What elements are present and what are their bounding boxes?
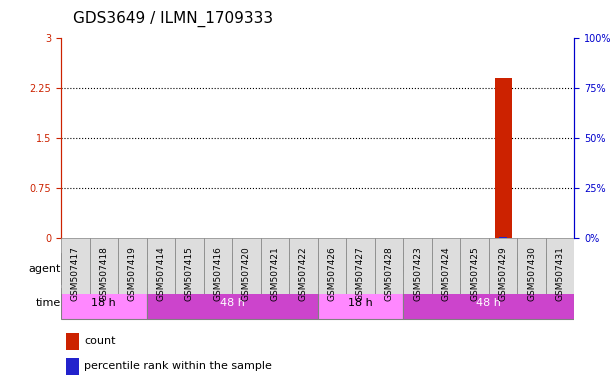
- Text: control: control: [130, 264, 164, 274]
- Bar: [403, 288, 574, 319]
- Bar: [489, 253, 574, 284]
- Bar: [66, 333, 79, 350]
- Bar: [232, 238, 261, 294]
- Text: time: time: [36, 298, 61, 308]
- Bar: [318, 288, 403, 319]
- Bar: [318, 253, 489, 284]
- Text: GSM507424: GSM507424: [442, 247, 450, 301]
- Bar: [61, 238, 90, 294]
- Text: GSM507418: GSM507418: [100, 247, 108, 301]
- Text: 48 h: 48 h: [477, 298, 501, 308]
- Bar: [499, 237, 507, 238]
- Text: GSM507421: GSM507421: [271, 247, 279, 301]
- Text: GSM507422: GSM507422: [299, 247, 308, 301]
- Bar: [518, 238, 546, 294]
- Text: GSM507430: GSM507430: [527, 247, 536, 301]
- Text: GSM507429: GSM507429: [499, 247, 508, 301]
- Text: GSM507420: GSM507420: [242, 247, 251, 301]
- Text: TGF-beta 1: TGF-beta 1: [248, 264, 302, 274]
- Bar: [61, 253, 232, 284]
- Bar: [460, 238, 489, 294]
- Text: GSM507417: GSM507417: [71, 247, 80, 301]
- Bar: [147, 238, 175, 294]
- Text: GSM507416: GSM507416: [213, 247, 222, 301]
- Bar: [90, 238, 118, 294]
- Bar: [546, 238, 574, 294]
- Text: 18 h: 18 h: [92, 298, 116, 308]
- Bar: [489, 238, 518, 294]
- Text: TGF-beta 1 and
C-peptide: TGF-beta 1 and C-peptide: [494, 258, 569, 280]
- Bar: [61, 288, 147, 319]
- Bar: [175, 238, 203, 294]
- Text: GSM507415: GSM507415: [185, 247, 194, 301]
- Bar: [147, 288, 318, 319]
- Text: C-peptide: C-peptide: [379, 264, 427, 274]
- Text: GDS3649 / ILMN_1709333: GDS3649 / ILMN_1709333: [73, 11, 274, 27]
- Bar: [66, 358, 79, 375]
- Text: count: count: [84, 336, 115, 346]
- Text: 48 h: 48 h: [220, 298, 244, 308]
- Bar: [203, 238, 232, 294]
- Text: GSM507414: GSM507414: [156, 247, 166, 301]
- Bar: [318, 238, 346, 294]
- Text: GSM507431: GSM507431: [555, 247, 565, 301]
- Text: GSM507419: GSM507419: [128, 247, 137, 301]
- Bar: [403, 238, 432, 294]
- Bar: [118, 238, 147, 294]
- Bar: [261, 238, 289, 294]
- Bar: [375, 238, 403, 294]
- Bar: [232, 253, 318, 284]
- Text: GSM507428: GSM507428: [384, 247, 393, 301]
- Bar: [494, 78, 511, 238]
- Bar: [289, 238, 318, 294]
- Text: GSM507423: GSM507423: [413, 247, 422, 301]
- Text: GSM507425: GSM507425: [470, 247, 479, 301]
- Text: 18 h: 18 h: [348, 298, 373, 308]
- Bar: [432, 238, 460, 294]
- Text: agent: agent: [29, 264, 61, 274]
- Text: GSM507426: GSM507426: [327, 247, 337, 301]
- Text: percentile rank within the sample: percentile rank within the sample: [84, 361, 272, 371]
- Text: GSM507427: GSM507427: [356, 247, 365, 301]
- Bar: [346, 238, 375, 294]
